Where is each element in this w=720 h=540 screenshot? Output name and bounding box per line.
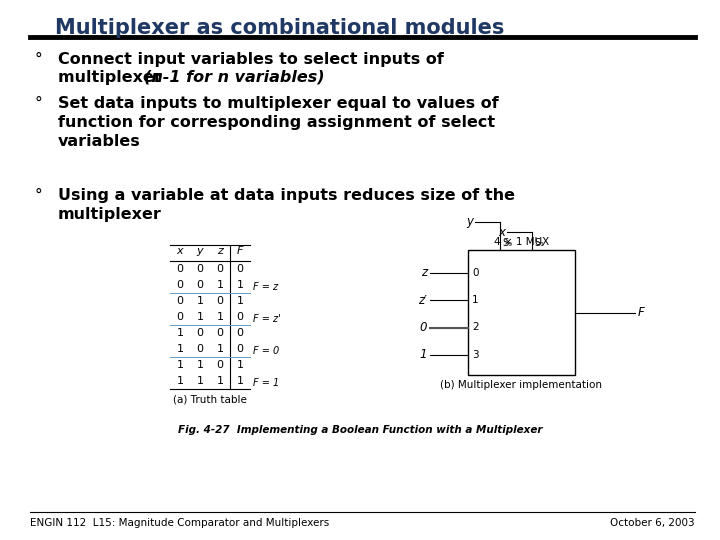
Text: multiplexer: multiplexer: [58, 70, 168, 85]
Text: 3: 3: [472, 350, 479, 360]
Text: Set data inputs to multiplexer equal to values of
function for corresponding ass: Set data inputs to multiplexer equal to …: [58, 96, 499, 150]
Text: F = z: F = z: [253, 282, 278, 292]
Text: (a) Truth table: (a) Truth table: [173, 394, 247, 404]
Text: 0: 0: [217, 264, 223, 274]
Text: 0: 0: [236, 328, 243, 338]
Text: 1: 1: [217, 312, 223, 322]
Text: Multiplexer as combinational modules: Multiplexer as combinational modules: [55, 18, 505, 38]
Text: 1: 1: [197, 376, 204, 386]
Text: S₀: S₀: [502, 238, 512, 248]
Text: x: x: [498, 226, 505, 239]
Bar: [468, 250, 575, 375]
Text: Using a variable at data inputs reduces size of the
multiplexer: Using a variable at data inputs reduces …: [58, 188, 515, 222]
Text: 0: 0: [176, 296, 184, 306]
Text: °: °: [35, 52, 42, 67]
Text: 0: 0: [197, 264, 204, 274]
Text: (b) Multiplexer implementation: (b) Multiplexer implementation: [441, 380, 603, 390]
Text: 0: 0: [236, 344, 243, 354]
Text: 1: 1: [217, 376, 223, 386]
Text: S₁: S₁: [534, 238, 544, 248]
Text: 1: 1: [197, 296, 204, 306]
Text: z′: z′: [418, 294, 427, 307]
Text: F = 0: F = 0: [253, 346, 279, 356]
Text: 0: 0: [236, 312, 243, 322]
Text: °: °: [35, 96, 42, 111]
Text: 0: 0: [197, 328, 204, 338]
Text: y: y: [466, 215, 473, 228]
Text: F = 1: F = 1: [253, 378, 279, 388]
Text: x: x: [176, 246, 184, 256]
Text: 0: 0: [217, 296, 223, 306]
Text: Fig. 4-27  Implementing a Boolean Function with a Multiplexer: Fig. 4-27 Implementing a Boolean Functio…: [178, 425, 542, 435]
Text: Connect input variables to select inputs of: Connect input variables to select inputs…: [58, 52, 444, 67]
Text: F = z': F = z': [253, 314, 281, 324]
Text: (n-1 for n variables): (n-1 for n variables): [144, 70, 325, 85]
Text: 1: 1: [176, 344, 184, 354]
Text: z: z: [421, 266, 427, 279]
Text: F: F: [638, 306, 644, 319]
Text: 1: 1: [236, 296, 243, 306]
Text: 1: 1: [176, 360, 184, 370]
Text: 0: 0: [217, 328, 223, 338]
Text: 0: 0: [236, 264, 243, 274]
Text: 1: 1: [217, 280, 223, 290]
Text: 0: 0: [217, 360, 223, 370]
Text: 1: 1: [236, 360, 243, 370]
Text: 1: 1: [197, 312, 204, 322]
Text: 0: 0: [472, 267, 479, 278]
Text: 0: 0: [176, 264, 184, 274]
Text: 0: 0: [420, 321, 427, 334]
Text: October 6, 2003: October 6, 2003: [611, 518, 695, 528]
Text: 0: 0: [176, 312, 184, 322]
Text: 1: 1: [236, 376, 243, 386]
Text: 2: 2: [472, 322, 479, 333]
Text: 0: 0: [197, 280, 204, 290]
Text: 4 × 1 MUX: 4 × 1 MUX: [494, 237, 549, 247]
Text: 1: 1: [176, 328, 184, 338]
Text: 1: 1: [236, 280, 243, 290]
Text: ENGIN 112  L15: Magnitude Comparator and Multiplexers: ENGIN 112 L15: Magnitude Comparator and …: [30, 518, 329, 528]
Text: 1: 1: [176, 376, 184, 386]
Text: 1: 1: [217, 344, 223, 354]
Text: °: °: [35, 188, 42, 203]
Text: 1: 1: [420, 348, 427, 361]
Text: 0: 0: [197, 344, 204, 354]
Text: z: z: [217, 246, 223, 256]
Text: y: y: [197, 246, 203, 256]
Text: 1: 1: [472, 295, 479, 305]
Text: 0: 0: [176, 280, 184, 290]
Text: 1: 1: [197, 360, 204, 370]
Text: F: F: [237, 246, 243, 256]
